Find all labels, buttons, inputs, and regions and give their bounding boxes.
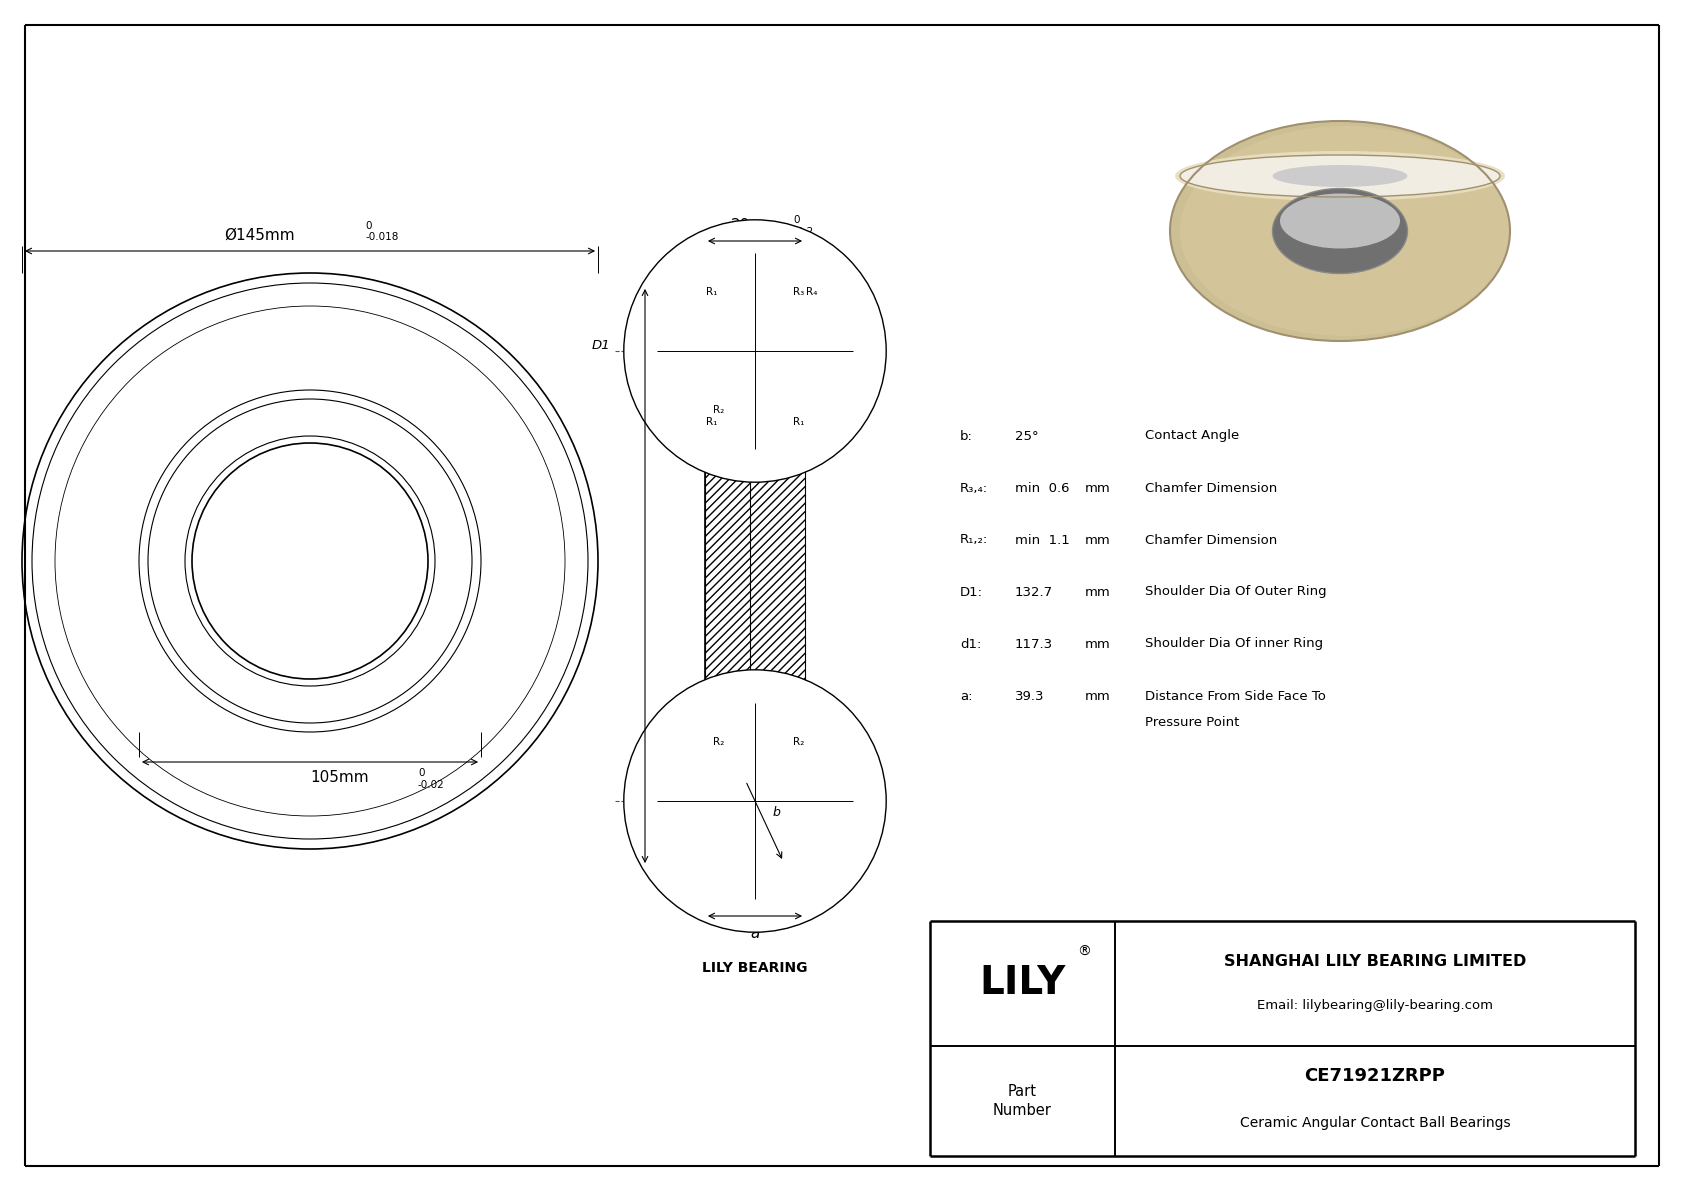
Circle shape bbox=[623, 669, 886, 933]
Bar bbox=[749, 366, 805, 416]
Circle shape bbox=[623, 220, 886, 482]
Text: -0.02: -0.02 bbox=[418, 780, 445, 790]
Bar bbox=[749, 416, 805, 736]
Text: LILY: LILY bbox=[980, 965, 1066, 1003]
Text: R₂: R₂ bbox=[793, 737, 803, 747]
Text: D1: D1 bbox=[591, 339, 610, 353]
Bar bbox=[706, 736, 805, 866]
Text: -0.018: -0.018 bbox=[365, 232, 399, 242]
Text: R₁,₂:: R₁,₂: bbox=[960, 534, 989, 547]
Bar bbox=[706, 736, 759, 786]
Text: a: a bbox=[751, 925, 759, 941]
Text: Part
Number: Part Number bbox=[994, 1084, 1052, 1118]
Text: R₃,₄:: R₃,₄: bbox=[960, 481, 989, 494]
Text: R₂: R₂ bbox=[712, 737, 724, 747]
Text: mm: mm bbox=[1084, 637, 1111, 650]
Text: a:: a: bbox=[960, 690, 972, 703]
Text: mm: mm bbox=[1084, 586, 1111, 599]
Text: b:: b: bbox=[960, 430, 973, 443]
Text: 0: 0 bbox=[365, 222, 372, 231]
Text: Ø145mm: Ø145mm bbox=[224, 227, 295, 243]
Text: d1:: d1: bbox=[960, 637, 982, 650]
Text: CE71921ZRPP: CE71921ZRPP bbox=[1305, 1067, 1445, 1085]
Text: min  1.1: min 1.1 bbox=[1015, 534, 1069, 547]
Text: Ceramic Angular Contact Ball Bearings: Ceramic Angular Contact Ball Bearings bbox=[1239, 1116, 1511, 1130]
Text: Distance From Side Face To: Distance From Side Face To bbox=[1145, 690, 1325, 703]
Text: R₄: R₄ bbox=[807, 287, 817, 297]
Text: R₁: R₁ bbox=[793, 417, 803, 428]
Bar bbox=[706, 286, 805, 416]
Ellipse shape bbox=[1175, 151, 1505, 201]
Ellipse shape bbox=[1170, 121, 1511, 341]
Text: 25°: 25° bbox=[1015, 430, 1039, 443]
Text: Chamfer Dimension: Chamfer Dimension bbox=[1145, 534, 1276, 547]
Text: R₃: R₃ bbox=[793, 287, 803, 297]
Text: 0: 0 bbox=[418, 768, 424, 778]
Bar bbox=[749, 736, 805, 786]
Text: Contact Angle: Contact Angle bbox=[1145, 430, 1239, 443]
Bar bbox=[706, 416, 759, 736]
Text: D1:: D1: bbox=[960, 586, 983, 599]
Text: b: b bbox=[773, 806, 781, 819]
Ellipse shape bbox=[1273, 166, 1408, 187]
Text: min  0.6: min 0.6 bbox=[1015, 481, 1069, 494]
Text: 117.3: 117.3 bbox=[1015, 637, 1052, 650]
Ellipse shape bbox=[1180, 126, 1511, 336]
Text: 20mm: 20mm bbox=[731, 218, 780, 233]
Text: ®: ® bbox=[1078, 944, 1091, 959]
Text: Chamfer Dimension: Chamfer Dimension bbox=[1145, 481, 1276, 494]
Text: R₁: R₁ bbox=[706, 287, 717, 297]
Text: Email: lilybearing@lily-bearing.com: Email: lilybearing@lily-bearing.com bbox=[1256, 999, 1494, 1012]
Text: Shoulder Dia Of Outer Ring: Shoulder Dia Of Outer Ring bbox=[1145, 586, 1327, 599]
Ellipse shape bbox=[1273, 188, 1408, 274]
Text: -0.2: -0.2 bbox=[793, 227, 813, 237]
Text: mm: mm bbox=[1084, 534, 1111, 547]
Text: Shoulder Dia Of inner Ring: Shoulder Dia Of inner Ring bbox=[1145, 637, 1324, 650]
Bar bbox=[706, 366, 759, 416]
Text: R₁: R₁ bbox=[706, 417, 717, 428]
Ellipse shape bbox=[1180, 155, 1500, 197]
Ellipse shape bbox=[1280, 193, 1399, 249]
Text: LILY BEARING: LILY BEARING bbox=[702, 961, 808, 975]
Text: R₂: R₂ bbox=[712, 405, 724, 414]
Text: 105mm: 105mm bbox=[310, 771, 369, 785]
Text: SHANGHAI LILY BEARING LIMITED: SHANGHAI LILY BEARING LIMITED bbox=[1224, 954, 1526, 969]
Text: 0: 0 bbox=[793, 216, 800, 225]
Text: Pressure Point: Pressure Point bbox=[1145, 716, 1239, 729]
Text: mm: mm bbox=[1084, 481, 1111, 494]
Text: 132.7: 132.7 bbox=[1015, 586, 1052, 599]
Text: mm: mm bbox=[1084, 690, 1111, 703]
Text: 39.3: 39.3 bbox=[1015, 690, 1044, 703]
Text: d1: d1 bbox=[840, 790, 857, 803]
